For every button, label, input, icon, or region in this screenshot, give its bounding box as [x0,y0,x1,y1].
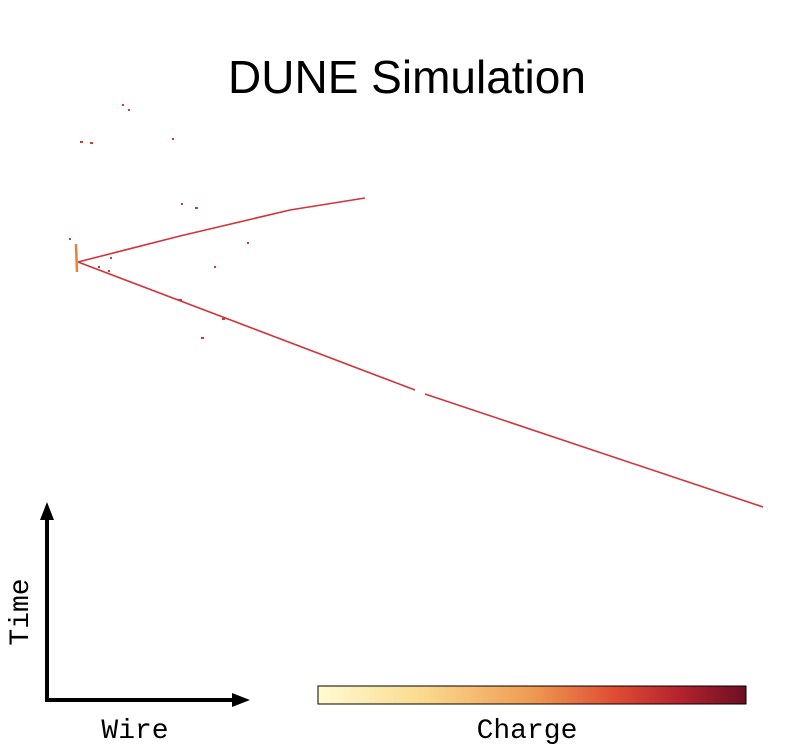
vertex [74,243,79,273]
axes-arrows [40,502,250,707]
short-track [77,197,366,263]
hits [69,104,249,339]
long-track [77,261,764,508]
x-label: Wire [101,716,168,747]
colorbar-label: Charge [477,716,578,747]
tracks [74,197,764,508]
colorbar [317,685,747,705]
title: DUNE Simulation [228,51,586,103]
y-label: Time [6,578,37,645]
